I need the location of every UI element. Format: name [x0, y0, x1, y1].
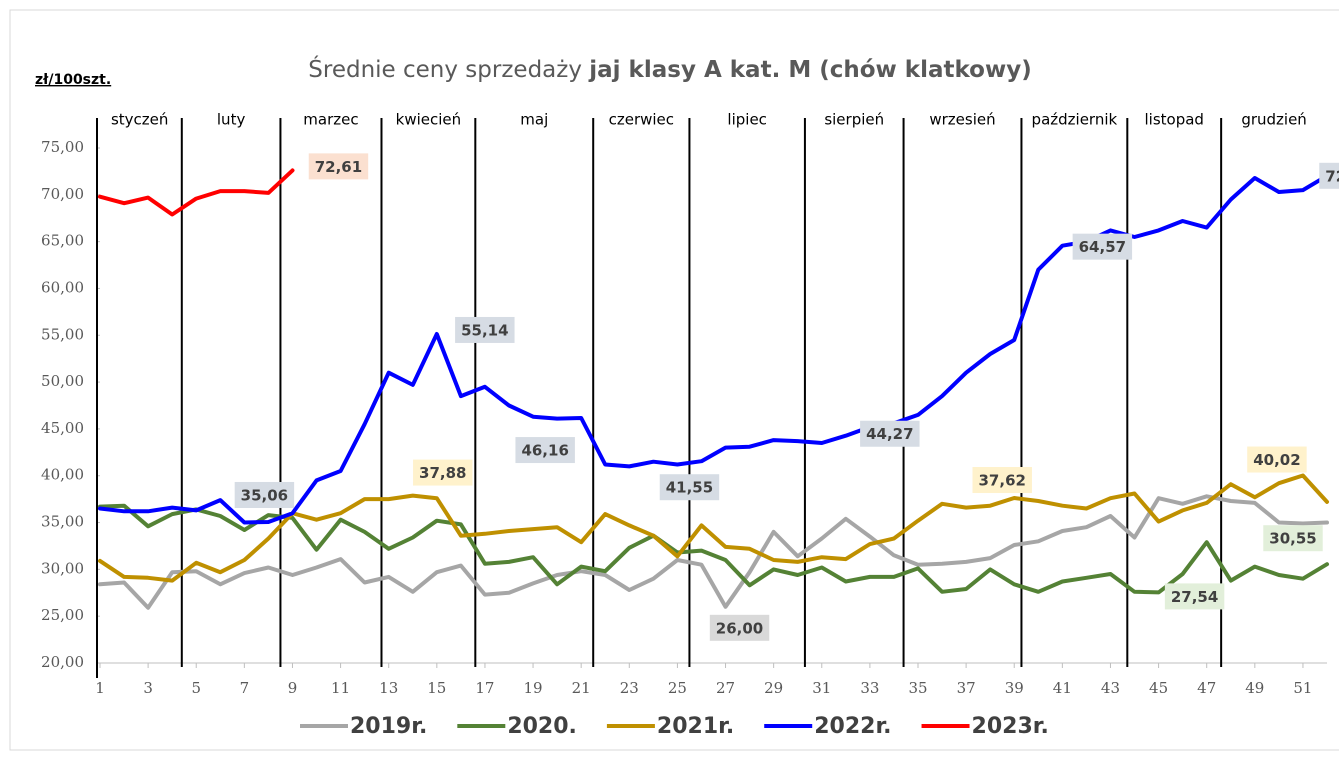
x-tick-label: 3: [143, 679, 153, 697]
month-label: kwiecień: [396, 111, 462, 129]
x-tick-label: 49: [1245, 679, 1264, 697]
data-label: 44,27: [866, 425, 913, 443]
legend-label: 2020.: [507, 714, 577, 739]
x-tick-label: 29: [764, 679, 783, 697]
legend-label: 2019r.: [350, 714, 427, 739]
x-tick-label: 23: [620, 679, 639, 697]
data-label-box: [413, 459, 473, 486]
data-label: 30,55: [1269, 530, 1316, 548]
x-tick-label: 17: [475, 679, 494, 697]
x-tick-label: 39: [1005, 679, 1024, 697]
data-label-box: [455, 316, 515, 343]
data-label-box: [1072, 233, 1133, 260]
data-label-box: [1319, 162, 1339, 189]
data-label-box: [234, 481, 295, 508]
data-label: 72,03: [1325, 167, 1339, 185]
title-bold: jaj klasy A kat. M (chów klatkowy): [588, 57, 1031, 83]
month-label: lipiec: [727, 111, 767, 129]
x-tick-label: 47: [1197, 679, 1216, 697]
chart-frame: [9, 9, 1339, 751]
y-tick-label: 55,00: [41, 325, 84, 343]
series-line: [98, 503, 1329, 595]
data-label: 64,57: [1079, 238, 1126, 256]
data-label-box: [860, 420, 920, 447]
series-line: [98, 473, 1329, 583]
y-tick-label: 35,00: [41, 513, 84, 531]
y-tick-label: 25,00: [41, 606, 84, 624]
legend-label: 2023r.: [972, 714, 1049, 739]
month-label: listopad: [1144, 111, 1203, 129]
y-tick-label: 20,00: [41, 653, 84, 671]
y-tick-label: 60,00: [41, 278, 84, 296]
legend-label: 2021r.: [657, 714, 734, 739]
x-tick-label: 9: [288, 679, 298, 697]
month-label: maj: [520, 111, 548, 129]
month-label: wrzesień: [929, 111, 995, 129]
month-label: czerwiec: [609, 111, 674, 129]
data-label-box: [1263, 525, 1323, 552]
y-tick-label: 40,00: [41, 466, 84, 484]
month-label: marzec: [303, 111, 358, 129]
month-label: sierpień: [824, 111, 884, 129]
data-label: 55,14: [461, 321, 508, 339]
x-tick-label: 33: [860, 679, 879, 697]
data-label-box: [515, 437, 575, 464]
month-label: luty: [217, 111, 246, 129]
x-tick-label: 13: [379, 679, 398, 697]
chart-title: Średnie ceny sprzedaży jaj klasy A kat. …: [308, 55, 1031, 83]
series-line: [98, 494, 1329, 610]
data-label: 26,00: [716, 619, 763, 637]
data-label-box: [1247, 446, 1307, 473]
y-tick-label: 45,00: [41, 419, 84, 437]
x-tick-label: 43: [1101, 679, 1120, 697]
data-label-box: [659, 474, 720, 501]
data-label: 40,02: [1253, 451, 1300, 469]
y-tick-label: 65,00: [41, 232, 84, 250]
data-label: 27,54: [1171, 588, 1218, 606]
data-label: 72,61: [315, 158, 362, 176]
x-tick-label: 1: [95, 679, 105, 697]
data-label: 37,62: [979, 472, 1026, 490]
data-label-box: [1164, 583, 1225, 610]
data-label-box: [308, 153, 369, 180]
series-line: [98, 168, 295, 217]
x-tick-label: 45: [1149, 679, 1168, 697]
x-tick-label: 21: [572, 679, 591, 697]
x-tick-label: 19: [524, 679, 543, 697]
unit-label: zł/100szt.: [35, 72, 111, 88]
month-label: grudzień: [1241, 111, 1307, 129]
x-tick-label: 7: [240, 679, 250, 697]
legend-label: 2022r.: [814, 714, 891, 739]
x-tick-label: 35: [908, 679, 927, 697]
month-label: październik: [1032, 111, 1118, 129]
data-label: 37,88: [419, 464, 466, 482]
y-tick-label: 30,00: [41, 559, 84, 577]
x-tick-label: 31: [812, 679, 831, 697]
title-normal: Średnie ceny sprzedaży: [308, 55, 582, 83]
data-label: 46,16: [521, 442, 568, 460]
data-label-box: [972, 467, 1032, 494]
x-tick-label: 27: [716, 679, 735, 697]
y-tick-label: 75,00: [41, 138, 84, 156]
data-label-box: [709, 614, 770, 641]
x-tick-label: 41: [1053, 679, 1072, 697]
x-tick-label: 11: [331, 679, 350, 697]
x-tick-label: 15: [427, 679, 446, 697]
x-tick-label: 5: [191, 679, 201, 697]
month-label: styczeń: [111, 111, 168, 129]
y-tick-label: 50,00: [41, 372, 84, 390]
data-label: 41,55: [666, 479, 713, 497]
y-tick-label: 70,00: [41, 185, 84, 203]
x-tick-label: 51: [1293, 679, 1312, 697]
x-tick-label: 37: [957, 679, 976, 697]
data-label: 35,06: [241, 486, 288, 504]
x-tick-label: 25: [668, 679, 687, 697]
